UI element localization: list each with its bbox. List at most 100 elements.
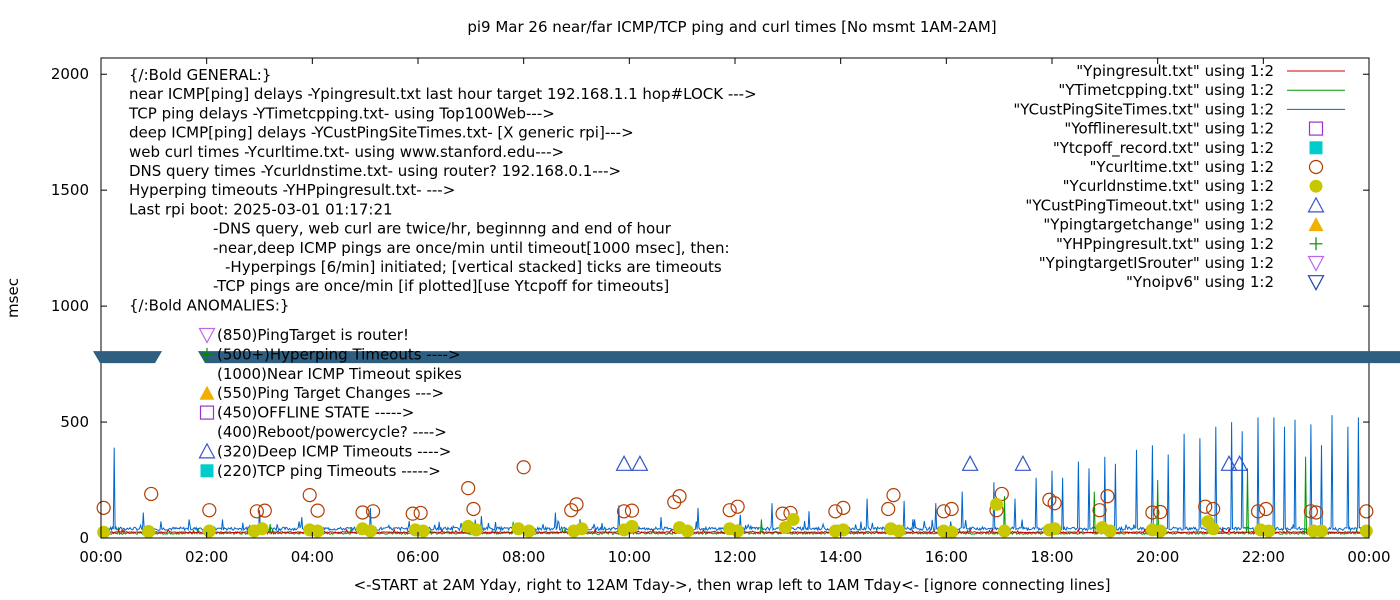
curl-time-point (1250, 504, 1266, 519)
dns-time-point (945, 525, 959, 539)
x-tick-label: 04:00 (291, 548, 334, 566)
curl-time-point (302, 488, 317, 503)
y-axis-label: msec (4, 278, 22, 318)
connecting-band (93, 351, 1400, 364)
annotation-line: -DNS query, web curl are twice/hr, begin… (213, 220, 672, 238)
curl-time-point (569, 497, 584, 512)
x-tick-label: 14:00 (819, 548, 862, 566)
x-tick-label: 18:00 (1030, 548, 1073, 566)
anomaly-label: (400)Reboot/powercycle? ----> (217, 423, 447, 441)
dns-time-point (1153, 524, 1167, 538)
annotation-line: near ICMP[ping] delays -Ypingresult.txt … (129, 85, 757, 103)
x-tick-label: 16:00 (925, 548, 968, 566)
dns-time-point (836, 523, 850, 537)
legend-marker (1309, 237, 1323, 251)
curl-time-point (1359, 504, 1374, 519)
dns-time-point (997, 524, 1011, 538)
curl-time-point (1153, 504, 1168, 520)
annotation-line: -near,deep ICMP pings are once/min until… (213, 239, 730, 257)
legend-label: "Yofflineresult.txt" using 1:2 (1064, 120, 1274, 138)
annotation-line: Hyperping timeouts -YHPpingresult.txt- -… (129, 181, 455, 199)
dns-time-point (731, 524, 745, 538)
anomaly-marker (199, 385, 215, 400)
legend-marker (1309, 141, 1323, 155)
band-segment (93, 351, 162, 364)
dns-time-point (990, 497, 1004, 511)
curl-time-point (1258, 501, 1274, 517)
curl-time-point (564, 503, 579, 518)
y-tick-label: 0 (79, 529, 89, 547)
curl-time-point (310, 503, 325, 518)
y-tick-label: 1500 (51, 181, 89, 199)
legend-label: "Ycurldnstime.txt" using 1:2 (1063, 177, 1274, 195)
anomaly-marker (200, 347, 214, 361)
dns-time-point (97, 525, 111, 539)
annotation-line: {/:Bold GENERAL:} (129, 66, 271, 84)
curl-time-point (1206, 501, 1221, 517)
y-tick-label: 1000 (51, 297, 89, 315)
dns-time-point (1048, 522, 1062, 536)
curl-time-point (405, 506, 420, 521)
annotation-line: -TCP pings are once/min [if plotted][use… (213, 277, 669, 295)
curl-time-point (1047, 496, 1062, 511)
legend-marker (1307, 275, 1325, 291)
dns-time-point (416, 524, 430, 538)
curl-time-point (828, 504, 843, 519)
legend-label: "YHPpingresult.txt" using 1:2 (1056, 235, 1274, 253)
dns-time-point (522, 524, 536, 538)
annotation-line: deep ICMP[ping] delays -YCustPingSiteTim… (129, 124, 634, 142)
dns-time-point (1314, 524, 1328, 538)
curl-time-point (96, 500, 111, 515)
curl-time-point (1309, 505, 1324, 520)
deep-icmp-timeout-point (961, 455, 979, 471)
curl-time-point (1198, 499, 1213, 514)
dns-time-point (892, 524, 906, 538)
dns-time-point (1103, 524, 1117, 538)
annotation-line: -Hyperpings [6/min] initiated; [vertical… (225, 258, 722, 276)
x-tick-label: 00:00 (79, 548, 122, 566)
curl-time-point (672, 489, 687, 504)
dns-time-point (575, 522, 589, 536)
curl-time-point (994, 486, 1009, 502)
x-tick-label: 00:00 (1347, 548, 1390, 566)
x-tick-label: 02:00 (185, 548, 228, 566)
legend-marker (1309, 179, 1323, 193)
legend-label: "Ynoipv6" using 1:2 (1126, 273, 1274, 291)
curl-time-point (667, 494, 682, 510)
legend-label: "YTimetcpping.txt" using 1:2 (1058, 81, 1274, 99)
anomaly-marker (198, 442, 216, 459)
curl-time-point (624, 503, 640, 518)
curl-time-point (730, 499, 745, 514)
curl-time-point (1100, 489, 1115, 504)
legend-marker (1307, 196, 1325, 213)
anomaly-marker (200, 464, 214, 478)
chart-title: pi9 Mar 26 near/far ICMP/TCP ping and cu… (467, 18, 996, 36)
curl-time-point (836, 500, 851, 515)
anomaly-label: (850)PingTarget is router! (217, 326, 409, 344)
curl-time-point (722, 503, 737, 518)
curl-time-point (413, 505, 428, 521)
x-tick-label: 22:00 (1242, 548, 1285, 566)
curl-time-point (202, 503, 217, 518)
dns-time-point (363, 524, 377, 538)
anomaly-marker (199, 405, 215, 420)
deep-icmp-timeout-point (1231, 455, 1249, 471)
annotation-line: web curl times -Ycurltime.txt- using www… (129, 143, 564, 161)
curl-time-point (881, 501, 896, 517)
legend-label: "YCustPingTimeout.txt" using 1:2 (1025, 196, 1274, 214)
deep-icmp-timeout-point (1220, 455, 1238, 471)
annotation-line: Last rpi boot: 2025-03-01 01:17:21 (129, 200, 393, 218)
annotation-line: DNS query times -Ycurldnstime.txt- using… (129, 162, 621, 180)
anomaly-label: (500+)Hyperping Timeouts ----> (217, 345, 461, 363)
dns-time-point (625, 519, 639, 533)
dns-time-point (255, 522, 269, 536)
legend-marker (1307, 255, 1325, 272)
x-axis-label: <-START at 2AM Yday, right to 12AM Tday-… (354, 576, 1111, 594)
curl-time-point (1092, 503, 1107, 518)
anomaly-marker (198, 327, 216, 344)
legend-label: "Ypingresult.txt" using 1:2 (1076, 62, 1274, 80)
legend-label: "Ycurltime.txt" using 1:2 (1089, 158, 1274, 176)
curl-time-point (936, 504, 951, 519)
legend-marker (1308, 159, 1324, 175)
